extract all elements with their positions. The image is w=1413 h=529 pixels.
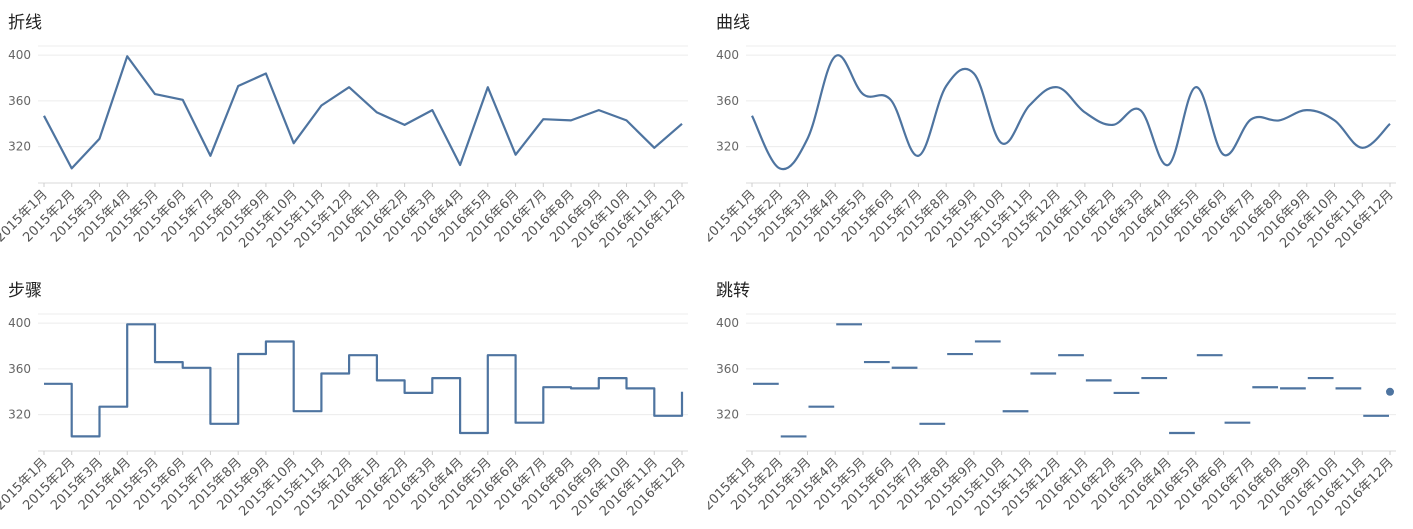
chart-title: 跳转 <box>716 281 750 301</box>
chart-panel-smooth: 曲线 320 360 400 2015年1月 2015年2月 2015年3月 2015年4月… <box>708 0 1408 260</box>
series-point <box>1386 387 1394 396</box>
chart-panel-linear: 折线 320 360 400 2015年1月 2015年2月 2015年3月 2015年4月… <box>0 0 700 260</box>
chart-title: 折线 <box>8 13 42 33</box>
y-tick-label: 360 <box>716 94 739 108</box>
line-chart: 3203604002015年1月2015年2月2015年3月2015年4月201… <box>0 45 689 251</box>
y-tick-label: 400 <box>8 48 31 62</box>
y-tick-label: 360 <box>716 362 739 376</box>
series-line <box>43 55 683 170</box>
series-step <box>44 323 684 438</box>
chart-title: 曲线 <box>716 13 750 33</box>
chart-panel-jump: 跳转 320 360 400 2015年1月 2015年2月 2015年3月 2015年4月… <box>708 268 1408 528</box>
jump-chart: 3203604002015年1月2015年2月2015年3月2015年4月201… <box>708 313 1397 519</box>
y-tick-label: 320 <box>8 140 31 154</box>
series-curve <box>751 54 1391 171</box>
y-tick-label: 360 <box>8 94 31 108</box>
y-tick-label: 360 <box>8 362 31 376</box>
step-chart: 3203604002015年1月2015年2月2015年3月2015年4月201… <box>0 313 689 519</box>
chart-panel-step: 步骤 320 360 400 2015年1月 2015年2月 2015年3月 2015年4月… <box>0 268 700 528</box>
y-tick-label: 400 <box>716 48 739 62</box>
y-tick-label: 400 <box>8 316 31 330</box>
y-tick-label: 400 <box>716 316 739 330</box>
y-tick-label: 320 <box>8 408 31 422</box>
y-tick-label: 320 <box>716 140 739 154</box>
chart-title: 步骤 <box>8 281 42 301</box>
curve-chart: 3203604002015年1月2015年2月2015年3月2015年4月201… <box>708 45 1397 251</box>
y-tick-label: 320 <box>716 408 739 422</box>
